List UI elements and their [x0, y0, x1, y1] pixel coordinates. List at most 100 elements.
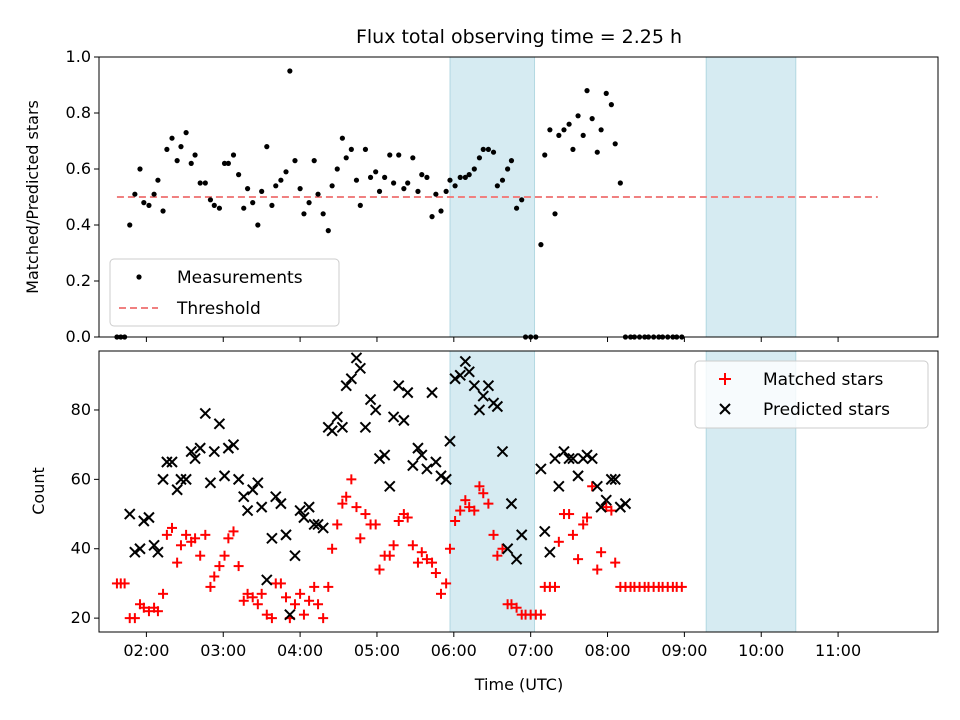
predicted-point-41	[317, 522, 329, 534]
predicted-point-39	[308, 518, 320, 531]
predicted-point-12	[180, 473, 192, 486]
measurement-point-45	[325, 228, 331, 234]
measurement-point-76	[471, 166, 477, 172]
measurement-point-36	[283, 169, 289, 175]
matched-point-105	[606, 505, 617, 516]
predicted-point-71	[459, 355, 472, 368]
predicted-point-28	[255, 501, 268, 513]
bottom-y-tick-label-1: 40	[71, 539, 91, 558]
matched-point-44	[318, 613, 329, 624]
measurement-point-40	[301, 211, 307, 217]
matched-point-49	[341, 491, 352, 502]
measurement-point-106	[612, 141, 618, 147]
matched-point-9	[152, 606, 163, 617]
predicted-point-51	[364, 393, 377, 406]
measurement-point-83	[505, 166, 511, 172]
bottom-y-axis-label: Count	[29, 467, 48, 515]
predicted-point-68	[444, 435, 456, 447]
measurement-point-7	[146, 202, 152, 208]
measurement-point-15	[183, 130, 189, 136]
x-tick-label-8: 10:00	[738, 641, 784, 660]
matched-point-11	[161, 529, 172, 540]
measurement-point-27	[241, 205, 247, 211]
x-tick-label-1: 03:00	[200, 641, 246, 660]
measurement-point-99	[580, 132, 586, 138]
matched-point-53	[360, 509, 371, 520]
matched-point-18	[195, 550, 206, 561]
measurement-point-33	[269, 202, 275, 208]
x-tick-label-2: 04:00	[277, 641, 323, 660]
matched-point-20	[205, 581, 216, 592]
predicted-point-61	[412, 442, 424, 454]
predicted-point-24	[238, 490, 250, 503]
bottom-y-tick-label-2: 60	[71, 469, 91, 488]
matched-point-64	[412, 557, 423, 568]
matched-point-63	[407, 540, 418, 551]
measurement-point-31	[259, 188, 265, 194]
predicted-point-58	[398, 414, 410, 427]
predicted-point-56	[387, 411, 400, 423]
predicted-point-55	[384, 480, 396, 493]
predicted-point-88	[553, 480, 565, 493]
matched-point-7	[143, 606, 154, 617]
measurement-point-70	[443, 188, 449, 194]
predicted-point-65	[430, 456, 442, 468]
matched-point-82	[497, 543, 508, 554]
matched-point-10	[158, 588, 169, 599]
top-y-tick-label-4: 0.8	[66, 103, 91, 122]
predicted-point-98	[600, 494, 612, 506]
measurement-point-85	[513, 205, 520, 211]
predicted-point-86	[544, 546, 556, 558]
predicted-point-96	[591, 480, 603, 493]
measurement-point-98	[575, 113, 581, 119]
measurement-point-16	[188, 160, 194, 166]
predicted-point-34	[284, 608, 296, 621]
legend-predicted-marker	[719, 403, 731, 415]
measurement-point-97	[570, 146, 576, 152]
predicted-point-90	[563, 452, 575, 465]
bottom-legend: Matched stars Predicted stars	[694, 360, 929, 429]
measurement-point-32	[264, 144, 270, 150]
measurement-point-6	[141, 200, 147, 206]
measurement-point-74	[462, 174, 468, 180]
matched-point-15	[181, 529, 192, 540]
predicted-point-97	[595, 501, 607, 513]
predicted-point-7	[157, 473, 169, 486]
measurement-point-34	[273, 183, 279, 189]
measurement-point-79	[485, 146, 491, 152]
bottom-predicted	[124, 352, 632, 621]
matched-point-79	[483, 498, 494, 509]
top-shaded-regions	[449, 56, 797, 338]
measurement-point-66	[424, 174, 430, 180]
matched-point-29	[247, 592, 258, 603]
predicted-point-62	[416, 449, 428, 461]
predicted-point-70	[454, 369, 466, 381]
matched-point-33	[266, 613, 277, 624]
measurement-point-14	[178, 144, 184, 150]
measurement-point-102	[594, 149, 600, 155]
predicted-point-87	[549, 452, 561, 465]
measurement-point-92	[547, 127, 553, 133]
matched-point-40	[298, 609, 309, 620]
measurement-point-12	[169, 135, 175, 141]
predicted-point-32	[275, 497, 287, 510]
top-axes-frame	[98, 56, 939, 338]
predicted-point-33	[280, 529, 292, 541]
measurement-point-11	[164, 146, 170, 152]
measurement-point-42	[311, 158, 317, 164]
matched-point-42	[309, 581, 320, 592]
matched-point-77	[474, 481, 485, 492]
matched-point-104	[601, 502, 612, 513]
predicted-point-76	[482, 379, 495, 392]
matched-point-70	[441, 578, 452, 589]
measurement-point-75	[466, 172, 472, 178]
matched-point-120	[676, 581, 687, 592]
measurement-point-96	[566, 121, 572, 127]
matched-point-43	[313, 599, 324, 610]
matched-point-6	[138, 602, 149, 613]
matched-point-55	[370, 519, 381, 530]
measurement-point-48	[339, 135, 345, 141]
matched-point-28	[242, 588, 253, 599]
measurement-point-61	[401, 186, 407, 192]
bottom-legend-box	[694, 360, 929, 429]
